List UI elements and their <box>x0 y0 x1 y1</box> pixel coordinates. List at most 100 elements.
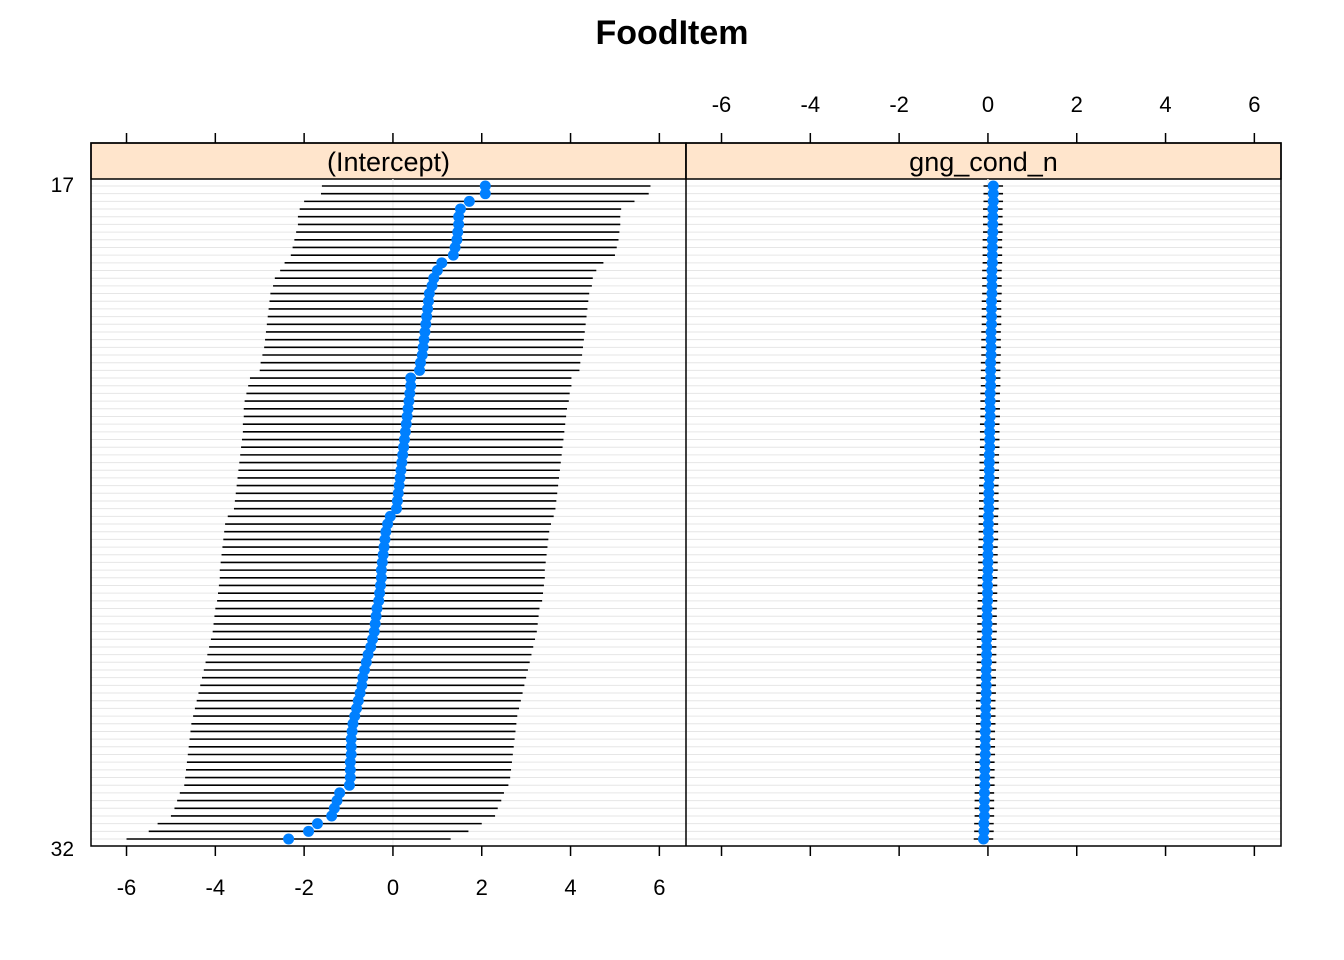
estimate-point <box>986 280 998 292</box>
strip-background-intercept <box>90 142 687 180</box>
estimate-point <box>303 825 315 837</box>
estimate-point <box>982 541 994 553</box>
estimate-point <box>984 418 996 430</box>
estimate-point <box>982 510 994 522</box>
x-tick-label-top: -4 <box>801 92 821 117</box>
row-label-bottom: 32 <box>51 838 74 861</box>
estimate-point <box>343 779 355 791</box>
x-tick-label-bottom: -6 <box>117 875 137 900</box>
estimate-point <box>311 818 323 830</box>
estimate-point <box>980 710 992 722</box>
estimate-point <box>986 234 998 246</box>
estimate-point <box>987 211 999 223</box>
estimate-point <box>981 572 993 584</box>
estimate-point <box>978 795 990 807</box>
panel-gng-cond-n-marks <box>686 179 1281 846</box>
estimate-point <box>979 741 991 753</box>
estimate-point <box>982 556 994 568</box>
axes: -6 -6 -4 -4 -2 -2 0 0 2 2 4 4 6 6 <box>117 92 1261 900</box>
estimate-point <box>345 741 357 753</box>
x-tick-label-bottom: 4 <box>564 875 576 900</box>
estimate-point <box>981 649 993 661</box>
x-tick-label-bottom: 2 <box>476 875 488 900</box>
x-tick-label-bottom: -4 <box>206 875 226 900</box>
estimate-point <box>981 633 993 645</box>
x-tick-label-bottom: -2 <box>294 875 314 900</box>
estimate-point <box>980 679 992 691</box>
estimate-point <box>980 672 992 684</box>
estimate-point <box>984 426 996 438</box>
estimate-point <box>979 772 991 784</box>
x-tick-label-top: -6 <box>712 92 732 117</box>
estimate-point <box>463 195 475 207</box>
estimate-point <box>985 311 997 323</box>
estimate-point <box>390 503 402 515</box>
estimate-point <box>985 326 997 338</box>
estimate-point <box>283 833 295 845</box>
estimate-point <box>414 364 426 376</box>
estimate-point <box>983 457 995 469</box>
estimate-point <box>979 725 991 737</box>
x-tick-label-top: 0 <box>982 92 994 117</box>
panel-intercept: (Intercept) <box>90 142 687 846</box>
estimate-point <box>982 518 994 530</box>
estimate-point <box>985 295 997 307</box>
estimate-point <box>978 802 990 814</box>
estimate-point <box>987 218 999 230</box>
x-tick-label-top: 6 <box>1248 92 1260 117</box>
x-tick-label-bottom: 0 <box>387 875 399 900</box>
estimate-point <box>978 787 990 799</box>
estimate-point <box>344 764 356 776</box>
estimate-point <box>985 372 997 384</box>
estimate-point <box>986 265 998 277</box>
strip-label-gng-cond-n: gng_cond_n <box>909 147 1058 177</box>
estimate-point <box>981 610 993 622</box>
estimate-point <box>479 180 491 192</box>
estimate-point <box>983 449 995 461</box>
row-label-top: 17 <box>51 174 74 197</box>
estimate-point <box>978 818 990 830</box>
estimate-point <box>981 641 993 653</box>
estimate-point <box>985 334 997 346</box>
estimate-point <box>984 434 996 446</box>
estimate-point <box>453 211 465 223</box>
estimate-point <box>986 249 998 261</box>
estimate-point <box>983 487 995 499</box>
estimate-point <box>979 733 991 745</box>
x-tick-label-top: -2 <box>889 92 909 117</box>
estimate-point <box>978 833 989 845</box>
estimate-point <box>979 764 991 776</box>
estimate-point <box>987 188 999 200</box>
panel-intercept-marks <box>91 179 686 846</box>
estimate-point <box>405 372 417 384</box>
strip-label-intercept: (Intercept) <box>327 147 450 177</box>
estimate-point <box>979 756 991 768</box>
estimate-point <box>375 564 387 576</box>
estimate-point <box>980 695 992 707</box>
estimate-point <box>985 364 997 376</box>
x-tick-label-top: 2 <box>1071 92 1083 117</box>
estimate-point <box>984 395 996 407</box>
estimate-point <box>981 603 993 615</box>
estimate-point <box>326 810 338 822</box>
estimate-point <box>983 495 995 507</box>
estimate-point <box>479 188 491 200</box>
row-labels: 17 32 <box>51 174 74 861</box>
estimate-point <box>983 480 995 492</box>
estimate-point <box>987 180 999 192</box>
estimate-point <box>345 733 357 745</box>
estimate-point <box>981 579 993 591</box>
x-tick-label-bottom: 6 <box>653 875 665 900</box>
panel-gng-cond-n: gng_cond_n <box>685 142 1282 846</box>
estimate-point <box>982 526 994 538</box>
estimate-point <box>983 464 995 476</box>
estimate-point <box>987 203 999 215</box>
estimate-point <box>447 249 459 261</box>
estimate-point <box>985 341 997 353</box>
estimate-point <box>344 756 356 768</box>
estimate-point <box>986 272 998 284</box>
x-tick-label-top: 4 <box>1159 92 1171 117</box>
estimate-point <box>981 618 993 630</box>
estimate-point <box>980 702 992 714</box>
